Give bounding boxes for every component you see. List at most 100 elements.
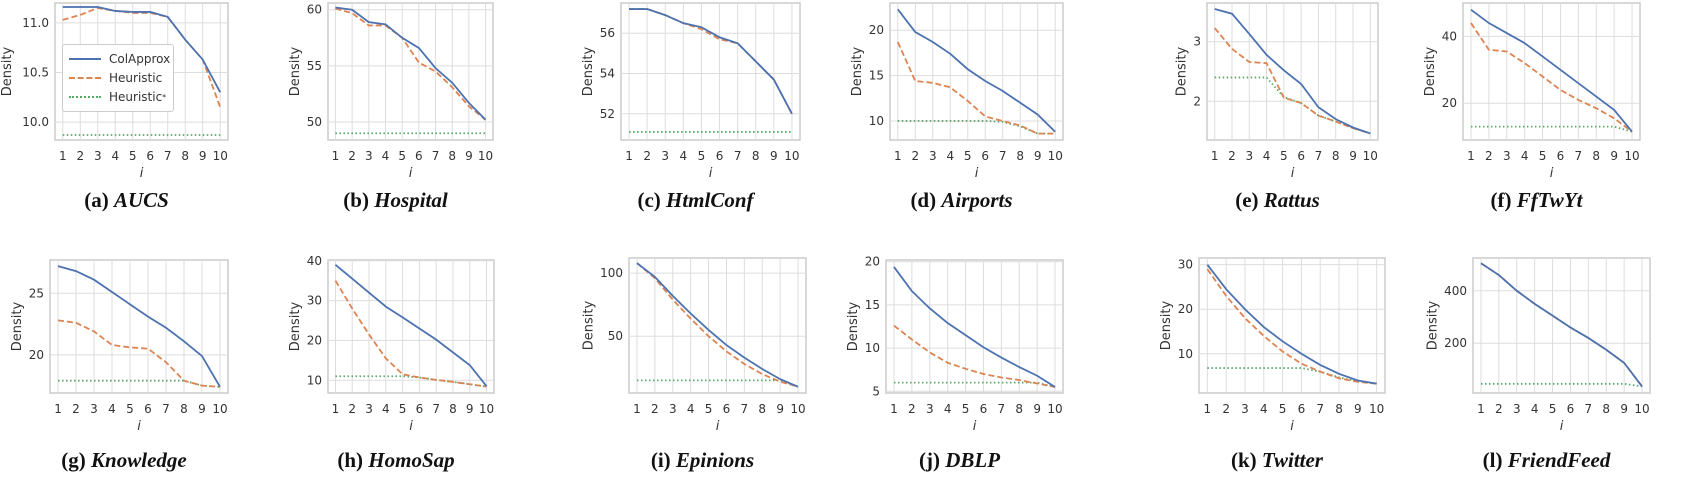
x-tick-label: 8: [1332, 149, 1340, 163]
series-line-colapprox: [1480, 262, 1643, 387]
x-tick-label: 4: [1260, 402, 1268, 416]
x-tick-label: 7: [1575, 149, 1583, 163]
x-tick-label: 9: [1620, 402, 1628, 416]
y-tick-label: 100: [600, 266, 623, 280]
x-tick-label: 7: [734, 149, 742, 163]
x-tick-label: 10: [213, 149, 228, 163]
x-tick-label: 7: [432, 149, 440, 163]
x-tick-label: 5: [1279, 402, 1287, 416]
y-tick-label: 54: [600, 67, 615, 81]
series-line-colapprox: [629, 8, 793, 115]
x-tick-label: 5: [705, 402, 713, 416]
x-tick-label: 4: [946, 149, 954, 163]
caption-letter: (j): [918, 448, 940, 472]
plot-area: [49, 259, 229, 394]
legend-entry-heuristic: Heuristic: [69, 69, 162, 87]
series-line-heuristic: [636, 262, 799, 388]
x-tick-label: 6: [415, 149, 423, 163]
x-tick-label: 8: [448, 149, 456, 163]
x-tick-label: 5: [1549, 402, 1557, 416]
subplot-f: 1 2 3 4 5 6 7 8 9 10 20 40 i Density: [1423, 2, 1641, 181]
x-tick-label: 5: [698, 149, 706, 163]
x-tick-label: 1: [625, 149, 633, 163]
x-tick-label: 3: [90, 402, 98, 416]
x-tick-label: 9: [776, 402, 784, 416]
y-tick-label: 20: [307, 333, 322, 347]
x-axis-label: i: [716, 419, 720, 434]
x-tick-label: 1: [332, 402, 340, 416]
caption-letter: (g): [61, 448, 86, 472]
x-tick-label: 10: [1047, 402, 1062, 416]
x-tick-label: 3: [929, 149, 937, 163]
x-tick-label: 7: [1585, 402, 1593, 416]
legend-entry-colapprox: ColApprox: [69, 50, 170, 68]
x-axis-label: i: [1560, 419, 1564, 434]
caption-l: (l) FriendFeed: [1483, 448, 1611, 473]
caption-dataset-name: Hospital: [374, 188, 448, 212]
x-tick-label: 5: [399, 402, 407, 416]
x-tick-label: 1: [1467, 149, 1475, 163]
caption-c: (c) HtmlConf: [637, 188, 753, 213]
x-tick-label: 2: [1485, 149, 1493, 163]
x-tick-label: 7: [162, 402, 170, 416]
x-tick-label: 10: [1634, 402, 1649, 416]
y-tick-label: 50: [307, 115, 322, 129]
x-tick-label: 1: [894, 149, 902, 163]
y-tick-label: 40: [1442, 29, 1457, 43]
series-line-heuristic: [335, 7, 487, 121]
caption-d: (d) Airports: [910, 188, 1012, 213]
caption-j: (j) DBLP: [919, 448, 1000, 473]
series-line-colapprox: [335, 6, 487, 121]
series-line-colapprox: [1214, 8, 1371, 135]
x-tick-label: 9: [1354, 402, 1362, 416]
caption-dataset-name: AUCS: [113, 188, 169, 212]
x-tick-label: 1: [54, 402, 62, 416]
caption-dataset-name: Knowledge: [91, 448, 187, 472]
caption-letter: (e): [1235, 188, 1259, 212]
x-tick-label: 8: [449, 402, 457, 416]
y-tick-label: 40: [307, 254, 322, 268]
series-line-heuristic-star: [897, 120, 1056, 135]
caption-letter: (i): [650, 448, 671, 472]
series-line-heuristic: [1470, 22, 1633, 133]
x-tick-label: 3: [926, 402, 934, 416]
x-tick-label: 9: [1033, 402, 1041, 416]
y-tick-label: 15: [869, 69, 884, 83]
plot-area: [1198, 257, 1386, 394]
caption-dataset-name: Airports: [941, 188, 1013, 212]
series-line-heuristic: [893, 324, 1056, 388]
y-tick-label: 25: [29, 286, 44, 300]
y-axis-label: Density: [1159, 300, 1174, 350]
series-line-colapprox: [1206, 264, 1377, 385]
x-tick-label: 3: [1503, 149, 1511, 163]
x-tick-label: 4: [680, 149, 688, 163]
y-axis-label: Density: [582, 300, 597, 350]
caption-dataset-name: HomoSap: [368, 448, 455, 472]
y-axis-label: Density: [581, 46, 596, 96]
x-tick-label: 3: [365, 149, 373, 163]
x-tick-label: 2: [348, 402, 356, 416]
x-tick-label: 9: [199, 149, 207, 163]
x-tick-label: 5: [962, 402, 970, 416]
x-tick-label: 4: [687, 402, 695, 416]
x-axis-label: i: [140, 166, 144, 181]
x-tick-label: 6: [1567, 402, 1575, 416]
y-tick-label: 30: [307, 294, 322, 308]
subplot-h: 1 2 3 4 5 6 7 8 9 10 10 20 30 40 i Density: [288, 254, 495, 434]
plot-area: [1472, 257, 1651, 394]
caption-letter: (l): [1482, 448, 1503, 472]
x-tick-label: 1: [1204, 402, 1212, 416]
y-tick-label: 10.0: [22, 115, 49, 129]
x-tick-label: 9: [466, 402, 474, 416]
subplot-g: 1 2 3 4 5 6 7 8 9 10 20 25 i Density: [10, 259, 229, 434]
x-tick-label: 6: [1298, 402, 1306, 416]
x-axis-label: i: [409, 166, 413, 181]
y-tick-label: 30: [1178, 258, 1193, 272]
x-tick-label: 7: [741, 402, 749, 416]
y-tick-label: 20: [1178, 302, 1193, 316]
series-line-colapprox: [1470, 8, 1633, 133]
x-tick-label: 1: [633, 402, 641, 416]
caption-letter: (c): [637, 188, 661, 212]
